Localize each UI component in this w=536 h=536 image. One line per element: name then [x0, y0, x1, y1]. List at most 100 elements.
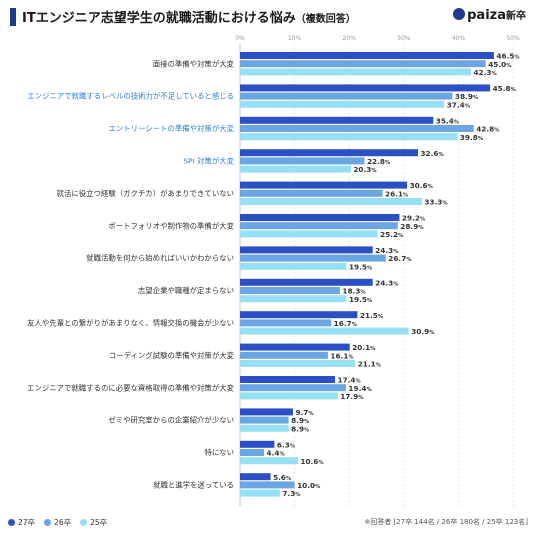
bar-25卒 [240, 360, 356, 367]
bar-27卒 [240, 214, 400, 221]
bar-27卒 [240, 52, 494, 59]
bar-25卒 [240, 165, 351, 173]
data-label-value: 9.7 [295, 408, 308, 417]
legend-item-27: 27卒 [8, 517, 35, 528]
data-label-unit: % [514, 55, 520, 61]
data-label-unit: % [348, 354, 354, 360]
data-label: 42.3% [473, 68, 497, 77]
data-label-unit: % [295, 492, 301, 498]
data-label-unit: % [358, 395, 364, 401]
data-label-unit: % [279, 452, 285, 458]
legend-swatch-25 [80, 519, 88, 526]
data-label-value: 28.9 [400, 222, 418, 231]
bar-27卒 [240, 343, 350, 351]
data-label: 17.4% [338, 376, 362, 385]
data-label-unit: % [318, 460, 324, 466]
data-label: 16.7% [334, 319, 358, 328]
data-label-value: 46.5 [496, 52, 514, 61]
bar-26卒 [240, 351, 328, 359]
legend-swatch-26 [44, 519, 52, 526]
category-label: 就活に役立つ経験（ガクチカ）があまりできていない [57, 189, 234, 198]
data-label-value: 4.4 [267, 449, 280, 458]
data-label: 9.7% [295, 408, 314, 417]
chart-title-text: ITエンジニア志望学生の就職活動における悩み [22, 11, 296, 26]
legend-label-26: 26卒 [54, 518, 72, 527]
data-label: 21.1% [358, 360, 382, 369]
data-label-unit: % [360, 290, 366, 296]
data-label: 7.3% [282, 489, 301, 498]
data-label-unit: % [304, 419, 310, 425]
data-label-value: 21.5 [360, 311, 378, 320]
data-label-unit: % [315, 484, 321, 490]
logo-circle-icon [453, 8, 466, 20]
data-label-value: 30.6 [410, 181, 428, 190]
bar-26卒 [240, 319, 332, 327]
category-label: 特にない [204, 448, 234, 457]
data-label: 20.3% [353, 165, 377, 174]
data-label-unit: % [398, 233, 404, 239]
logo-suffix: 新卒 [506, 11, 526, 22]
x-tick-label: 30% [397, 35, 411, 42]
data-label-unit: % [511, 87, 517, 93]
chart-subtitle: （複数回答） [295, 14, 356, 25]
chart-legend: 27卒 26卒 25卒 [8, 517, 107, 528]
data-label-unit: % [429, 330, 435, 336]
data-label-value: 18.3 [342, 287, 360, 296]
data-label-value: 16.7 [334, 319, 352, 328]
data-label-value: 17.9 [340, 392, 358, 401]
data-label-unit: % [304, 427, 310, 433]
data-label-unit: % [378, 314, 384, 320]
bar-25卒 [240, 133, 458, 141]
data-label-unit: % [465, 103, 471, 109]
bar-27卒 [240, 246, 373, 254]
x-tick-label: 40% [452, 35, 466, 42]
data-label-value: 25.2 [380, 230, 398, 239]
bar-25卒 [240, 392, 338, 400]
x-tick-label: 50% [506, 35, 520, 42]
data-label-unit: % [367, 265, 373, 271]
category-label: ポートフォリオや制作物の準備が大変 [108, 221, 234, 230]
data-label-value: 8.9 [291, 424, 304, 433]
category-label: コーディング試験の準備や対策が大変 [109, 351, 235, 360]
data-label-value: 26.7 [388, 254, 406, 263]
data-label: 6.3% [277, 440, 296, 449]
bar-26卒 [240, 222, 398, 230]
data-label-value: 24.3 [375, 278, 393, 287]
data-label: 39.8% [460, 133, 484, 142]
bar-27卒 [240, 278, 373, 286]
data-label-value: 39.8 [460, 133, 478, 142]
data-label-value: 35.4 [436, 116, 454, 125]
data-label-value: 30.9 [411, 327, 429, 336]
data-label: 30.9% [411, 327, 435, 336]
data-label-value: 26.1 [385, 189, 403, 198]
data-label-value: 19.5 [349, 262, 367, 271]
bar-26卒 [240, 384, 346, 392]
legend-label-25: 25卒 [90, 518, 108, 527]
data-label-unit: % [439, 152, 445, 158]
bar-25卒 [240, 100, 445, 108]
data-label: 24.3% [375, 278, 399, 287]
respondent-note: ※回答者 [27卒 144名 / 26卒 180名 / 25卒 123名] [364, 518, 528, 526]
data-label-value: 10.0 [297, 481, 315, 490]
data-label: 8.9% [291, 424, 310, 433]
category-label: 就職活動を何から始めればいいかわからない [86, 254, 234, 263]
data-label-unit: % [428, 184, 434, 190]
data-label: 18.3% [342, 287, 366, 296]
bar-27卒 [240, 84, 491, 92]
data-label: 21.5% [360, 311, 384, 320]
data-label: 22.8% [367, 157, 391, 166]
data-label-value: 10.6 [300, 457, 318, 466]
data-label-value: 45.0 [488, 60, 506, 69]
category-label: SPI 対策が大変 [183, 157, 234, 166]
category-label: 就職と進学を迷っている [153, 481, 234, 490]
bar-25卒 [240, 424, 289, 432]
bar-26卒 [240, 416, 289, 424]
data-label-unit: % [308, 411, 314, 417]
bar-25卒 [240, 489, 280, 497]
data-label: 30.6% [410, 181, 434, 190]
data-label-unit: % [473, 95, 479, 101]
data-label-unit: % [370, 346, 376, 352]
data-label: 35.4% [436, 116, 460, 125]
data-label-value: 5.6 [273, 473, 286, 482]
data-label-unit: % [406, 257, 412, 263]
